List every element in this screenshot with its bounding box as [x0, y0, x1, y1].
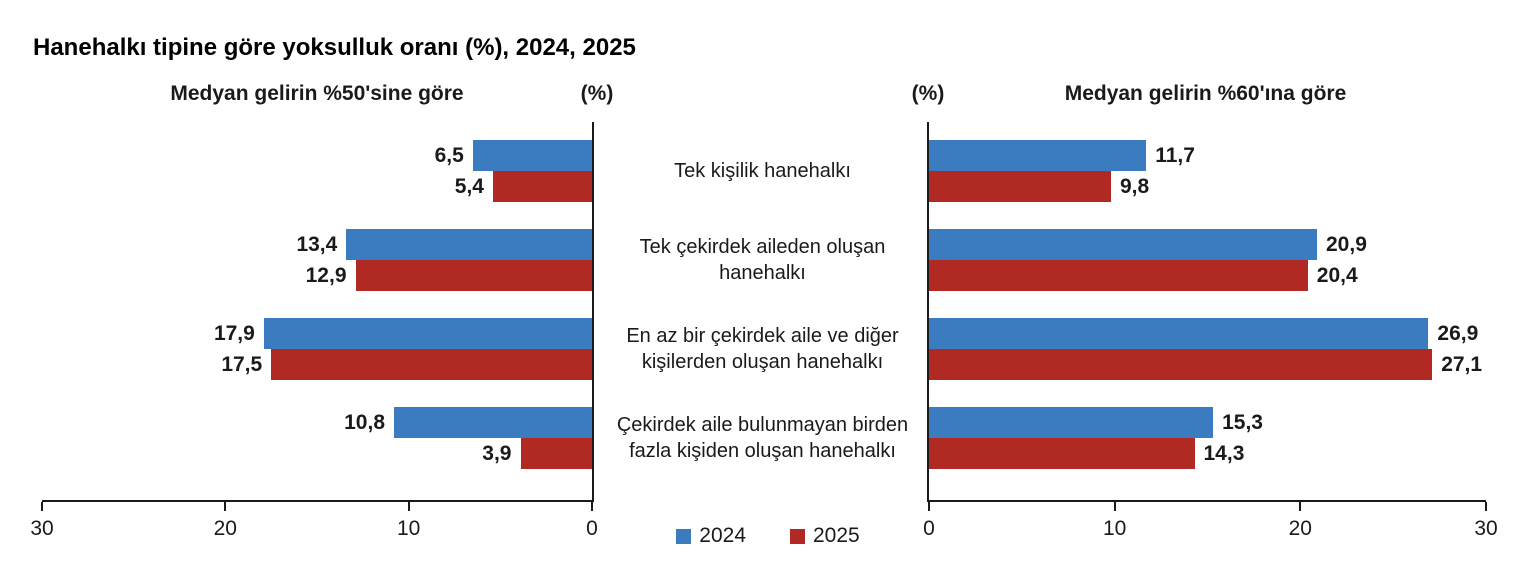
bar-2025-cat3 — [929, 349, 1433, 380]
chart-title: Hanehalkı tipine göre yoksulluk oranı (%… — [33, 34, 636, 61]
bar-2025-cat3 — [271, 349, 592, 380]
axis-tick — [1485, 502, 1487, 511]
bar-2024-cat2 — [929, 229, 1317, 260]
right-panel-subtitle: Medyan gelirin %60'ına göre — [1064, 82, 1347, 105]
legend-item-2024: 2024 — [676, 524, 746, 548]
left-plot-area: 6,5 13,4 17,9 10,8 5,4 12,9 17,5 3,9 30 20 10 0 — [30, 122, 598, 540]
bar-value-label: 15,3 — [1222, 411, 1263, 434]
bar-2024-cat2 — [346, 229, 592, 260]
bar-value-label: 6,5 — [434, 144, 464, 167]
left-panel-unit-label: (%) — [580, 82, 614, 105]
category-label-2: Tek çekirdek aileden oluşan hanehalkı — [639, 236, 886, 284]
axis-tick — [407, 502, 410, 511]
axis-tick-label: 0 — [586, 517, 598, 540]
bar-2025-cat2 — [929, 260, 1308, 291]
right-panel-unit-label: (%) — [911, 82, 945, 105]
bar-value-label: 10,8 — [344, 411, 385, 434]
bar-value-label: 11,7 — [1155, 144, 1195, 167]
category-label-4: Çekirdek aile bulunmayan birden fazla ki… — [616, 414, 909, 462]
legend-swatch-2025 — [790, 528, 805, 544]
bar-value-label: 3,9 — [482, 442, 512, 465]
axis-tick — [928, 502, 930, 511]
axis-tick — [41, 502, 43, 511]
axis-tick-label: 20 — [213, 517, 237, 540]
bar-2024-cat3 — [263, 318, 592, 349]
category-label-3: En az bir çekirdek aile ve diğer kişiler… — [626, 325, 899, 373]
bar-value-label: 5,4 — [454, 175, 484, 198]
axis-tick-label: 30 — [30, 517, 54, 540]
bar-value-label: 17,5 — [221, 353, 263, 376]
axis-tick-label: 20 — [1288, 517, 1312, 540]
legend-label-2025: 2025 — [813, 524, 860, 547]
bar-2025-cat4 — [929, 438, 1195, 469]
bar-value-label: 20,9 — [1326, 233, 1367, 256]
bar-value-label: 26,9 — [1437, 322, 1479, 345]
category-labels-column: Tek kişilik hanehalkı Tek çekirdek ailede… — [600, 122, 925, 500]
axis-tick — [1299, 502, 1302, 511]
left-panel-subtitle: Medyan gelirin %50'sine göre — [170, 82, 464, 105]
axis-tick-label: 0 — [923, 517, 935, 540]
bar-value-label: 27,1 — [1441, 353, 1483, 376]
bar-2025-cat1 — [929, 171, 1111, 202]
bar-2024-cat3 — [929, 318, 1429, 349]
legend-swatch-2024 — [676, 528, 692, 544]
bar-value-label: 13,4 — [296, 233, 338, 256]
bar-2024-cat4 — [394, 407, 592, 438]
chart-legend: 2024 2025 — [598, 524, 938, 548]
axis-tick-label: 30 — [1474, 517, 1498, 540]
right-plot-area: 11,7 20,9 26,9 15,3 9,8 20,4 27,1 14,3 0 10 20 30 — [923, 122, 1498, 540]
bar-value-label: 20,4 — [1316, 264, 1358, 287]
bar-value-label: 12,9 — [305, 264, 347, 287]
axis-tick-label: 10 — [1103, 517, 1127, 540]
bar-2024-cat1 — [929, 140, 1147, 171]
legend-item-2025: 2025 — [790, 524, 860, 548]
axis-tick-label: 10 — [397, 517, 421, 540]
axis-tick — [224, 502, 227, 511]
category-label-1: Tek kişilik hanehalkı — [674, 160, 851, 182]
bar-2024-cat4 — [929, 407, 1214, 438]
legend-label-2024: 2024 — [699, 524, 746, 547]
axis-tick — [1113, 502, 1116, 511]
bar-2025-cat2 — [355, 260, 592, 291]
bar-value-label: 9,8 — [1120, 175, 1150, 198]
axis-tick — [591, 502, 593, 511]
bar-value-label: 14,3 — [1203, 442, 1245, 465]
bar-2025-cat1 — [493, 171, 592, 202]
bar-2024-cat1 — [472, 140, 592, 171]
bar-2025-cat4 — [520, 438, 592, 469]
bar-value-label: 17,9 — [213, 322, 255, 345]
